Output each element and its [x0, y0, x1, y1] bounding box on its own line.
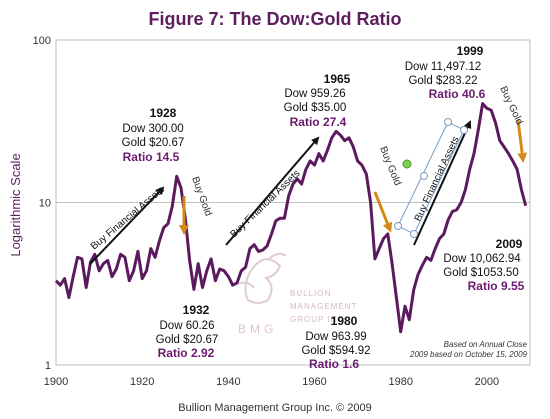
y-axis-label: Logarithmic Scale	[8, 153, 23, 256]
annotation-1928-year: 1928	[150, 106, 177, 120]
annotation-1980-year: 1980	[331, 314, 358, 328]
griffin-icon	[237, 252, 287, 304]
annotation-2009-year: 2009	[496, 237, 523, 251]
series-line	[54, 102, 528, 334]
buy-financial-arrow-1	[89, 186, 165, 265]
annotation-1932-dow: Dow 60.26	[160, 320, 215, 332]
x-tick-label: 1900	[44, 376, 68, 388]
bmg-logo: BMG BULLION MANAGEMENT GROUP INC.	[237, 252, 357, 336]
annotation-1965: 1965 Dow 959.26 Gold $35.00 Ratio 27.4	[284, 72, 351, 129]
note-2009-date: 2009 based on October 15, 2009	[409, 350, 528, 359]
annotation-2009-ratio: Ratio 9.55	[468, 279, 525, 293]
annotation-1980-ratio: Ratio 1.6	[309, 357, 359, 371]
annotation-1980-gold: Gold $594.92	[301, 345, 370, 357]
annotation-1965-ratio: Ratio 27.4	[290, 115, 347, 129]
annotation-1999: 1999 Dow 11,497.12 Gold $283.22 Ratio 40…	[405, 44, 486, 101]
y-tick-label: 10	[39, 198, 51, 210]
buy-gold-label-2: Buy Gold	[377, 145, 403, 187]
buy-gold-label-3: Buy Gold	[497, 85, 524, 127]
annotation-1932: 1932 Dow 60.26 Gold $20.67 Ratio 2.92	[156, 303, 219, 360]
annotation-1928-gold: Gold $20.67	[122, 137, 185, 149]
buy-gold-arrow-3	[516, 119, 528, 163]
y-tick-label: 100	[33, 35, 51, 47]
y-tick-label: 1	[45, 360, 51, 372]
footer-copyright: Bullion Management Group Inc. © 2009	[178, 402, 372, 414]
logo-line-3: GROUP INC.	[290, 315, 347, 324]
annotation-1999-ratio: Ratio 40.6	[429, 87, 486, 101]
logo-line-2: MANAGEMENT	[290, 302, 357, 311]
x-tick-label: 2000	[475, 376, 499, 388]
annotation-2009-gold: Gold $1053.50	[443, 267, 518, 279]
x-tick-label: 1980	[388, 376, 412, 388]
annotation-1932-year: 1932	[183, 303, 210, 317]
annotation-1965-dow: Dow 959.26	[284, 88, 345, 100]
note-annual-close: Based on Annual Close	[444, 340, 528, 349]
logo-letters: BMG	[238, 322, 277, 336]
annotation-1999-gold: Gold $283.22	[408, 75, 477, 87]
annotation-2009: 2009 Dow 10,062.94 Gold $1053.50 Ratio 9…	[443, 237, 524, 293]
x-tick-label: 1960	[302, 376, 326, 388]
annotation-1999-year: 1999	[457, 44, 484, 58]
annotation-1932-ratio: Ratio 2.92	[158, 346, 215, 360]
annotation-1980: 1980 Dow 963.99 Gold $594.92 Ratio 1.6	[301, 314, 370, 371]
annotation-1999-dow: Dow 11,497.12	[405, 61, 482, 73]
annotation-2009-dow: Dow 10,062.94	[443, 253, 521, 265]
annotation-1965-year: 1965	[324, 72, 351, 86]
annotation-1965-gold: Gold $35.00	[284, 102, 347, 114]
logo-line-1: BULLION	[290, 289, 331, 298]
buy-financial-arrow-3	[413, 120, 472, 246]
buy-financial-arrow-2	[225, 136, 320, 246]
buy-gold-label-1: Buy Gold	[189, 175, 213, 217]
selection-handles	[394, 118, 468, 238]
x-tick-label: 1940	[216, 376, 240, 388]
annotation-1932-gold: Gold $20.67	[156, 334, 219, 346]
buy-financial-label-1: Buy Financial Assets	[89, 185, 167, 253]
annotation-1928: 1928 Dow 300.00 Gold $20.67 Ratio 14.5	[122, 106, 185, 164]
x-tick-label: 1920	[130, 376, 154, 388]
annotation-1980-dow: Dow 963.99	[305, 331, 366, 343]
annotation-1928-dow: Dow 300.00	[122, 123, 183, 135]
chart-title: Figure 7: The Dow:Gold Ratio	[148, 9, 402, 29]
buy-financial-label-2: Buy Financial Assets	[228, 168, 302, 240]
annotation-1928-ratio: Ratio 14.5	[123, 150, 180, 164]
buy-gold-arrow-2	[373, 191, 393, 233]
